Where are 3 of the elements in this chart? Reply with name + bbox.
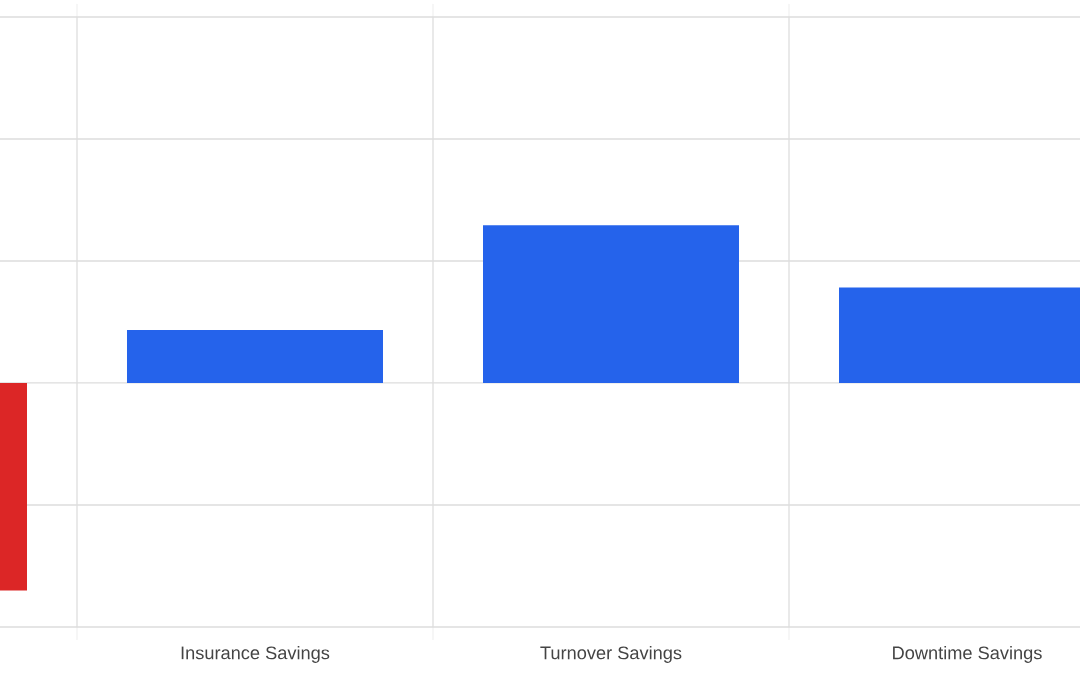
x-tick-label: Insurance Savings: [181, 645, 330, 663]
x-tick-label: Turnover Savings: [540, 645, 682, 663]
x-tick-label: Downtime Savings: [893, 645, 1042, 663]
